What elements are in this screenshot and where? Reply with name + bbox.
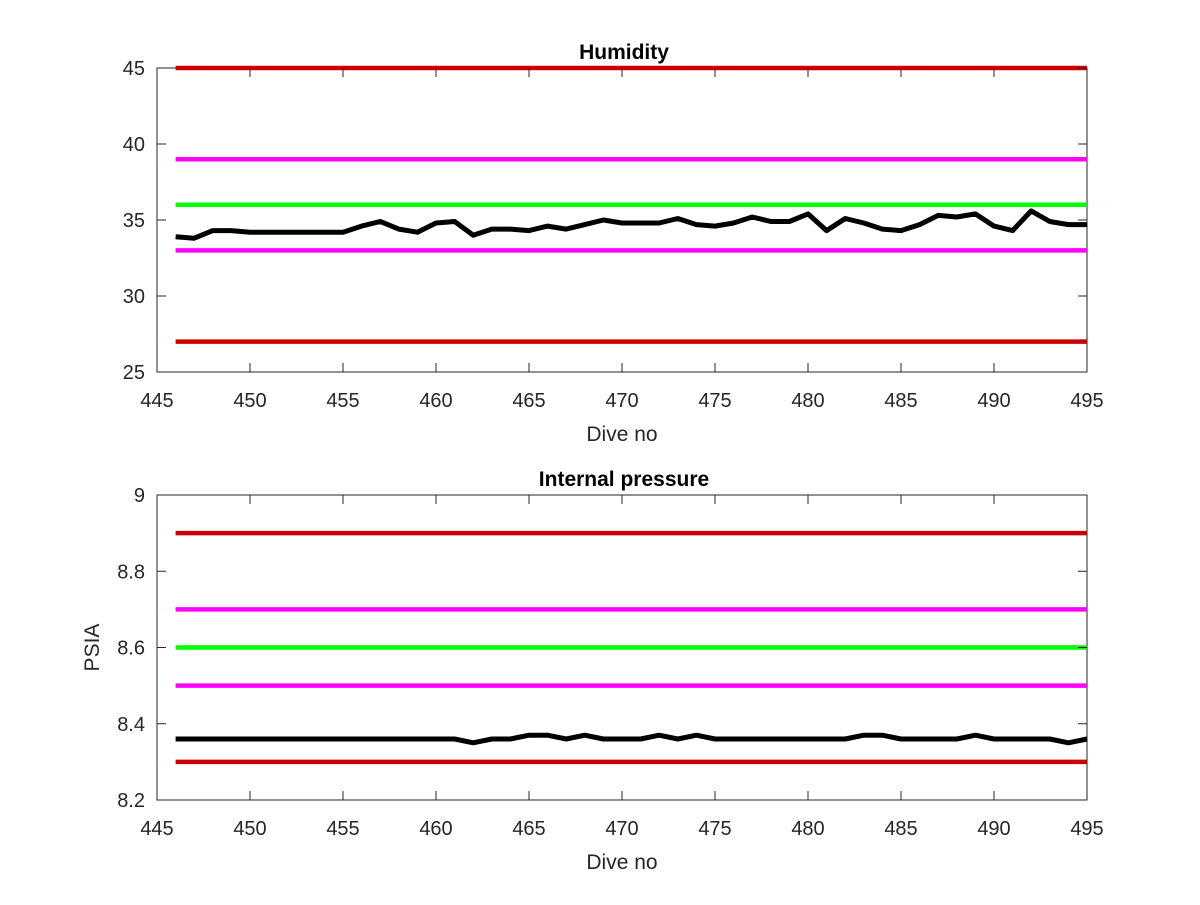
x-tick-label: 445 (140, 390, 173, 412)
x-tick-label: 465 (512, 818, 545, 840)
y-axis-label: PSIA (81, 624, 104, 672)
x-axis-label: Dive no (586, 423, 657, 446)
y-tick-label: 30 (123, 286, 145, 308)
x-tick-label: 490 (977, 390, 1010, 412)
x-tick-label: 460 (419, 390, 452, 412)
axes-box (156, 67, 1088, 373)
x-tick-label: 495 (1070, 818, 1103, 840)
x-axis-label: Dive no (586, 851, 657, 874)
y-tick-label: 40 (123, 134, 145, 156)
x-tick-label: 475 (698, 818, 731, 840)
x-tick-label: 455 (326, 390, 359, 412)
x-tick-label: 495 (1070, 390, 1103, 412)
plot-title: Humidity (579, 41, 669, 64)
y-tick-label: 8.2 (117, 790, 145, 812)
y-tick-label: 8.6 (117, 638, 145, 660)
y-tick-label: 9 (134, 485, 145, 507)
x-tick-label: 465 (512, 390, 545, 412)
series-line (175, 208, 1087, 241)
y-tick-label: 35 (123, 210, 145, 232)
y-tick-label: 25 (123, 362, 145, 384)
x-tick-label: 450 (233, 818, 266, 840)
subplot-pressure: 445 450 455 460 465 470 475 480 485 490 495 8.2 8.4 8… (81, 468, 1104, 874)
x-tick-label: 455 (326, 818, 359, 840)
y-tick-label: 45 (123, 58, 145, 80)
x-tick-label: 480 (791, 818, 824, 840)
x-tick-label: 470 (605, 390, 638, 412)
y-tick-label: 8.4 (117, 714, 145, 736)
x-tick-label: 475 (698, 390, 731, 412)
x-tick-label: 485 (884, 390, 917, 412)
x-tick-label: 450 (233, 390, 266, 412)
x-tick-label: 470 (605, 818, 638, 840)
x-tick-label: 485 (884, 818, 917, 840)
x-tick-label: 480 (791, 390, 824, 412)
subplot-humidity: 445 450 455 460 465 470 475 480 485 490 495 25 30 35 4… (123, 41, 1104, 446)
x-tick-label: 460 (419, 818, 452, 840)
plot-title: Internal pressure (539, 468, 709, 491)
x-tick-label: 490 (977, 818, 1010, 840)
series-line (175, 732, 1088, 746)
y-tick-label: 8.8 (117, 561, 145, 583)
x-tick-label: 445 (140, 818, 173, 840)
